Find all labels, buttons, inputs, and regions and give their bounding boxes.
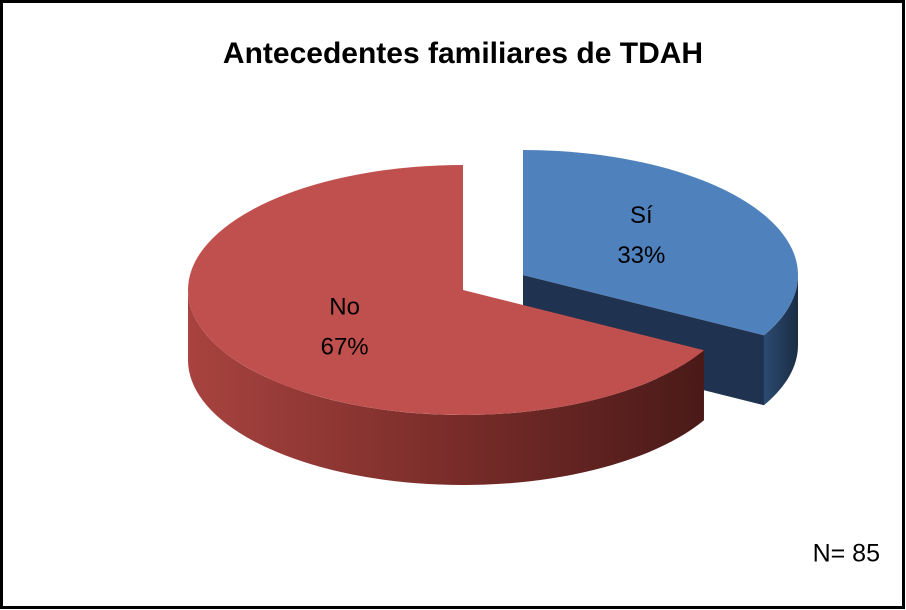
slice-value-label: 33% [617,242,665,269]
slice-side [763,275,798,406]
slice-top [523,150,799,336]
slice-label: Sí [630,202,653,229]
slice-top [187,165,704,415]
annotation: N= 85 [813,540,880,568]
chart-title: Antecedentes familiares de TDAH [223,37,703,70]
slice-side [188,290,704,485]
slice-label: No [329,294,360,321]
slice [187,165,704,485]
slice-value-label: 67% [321,334,369,361]
